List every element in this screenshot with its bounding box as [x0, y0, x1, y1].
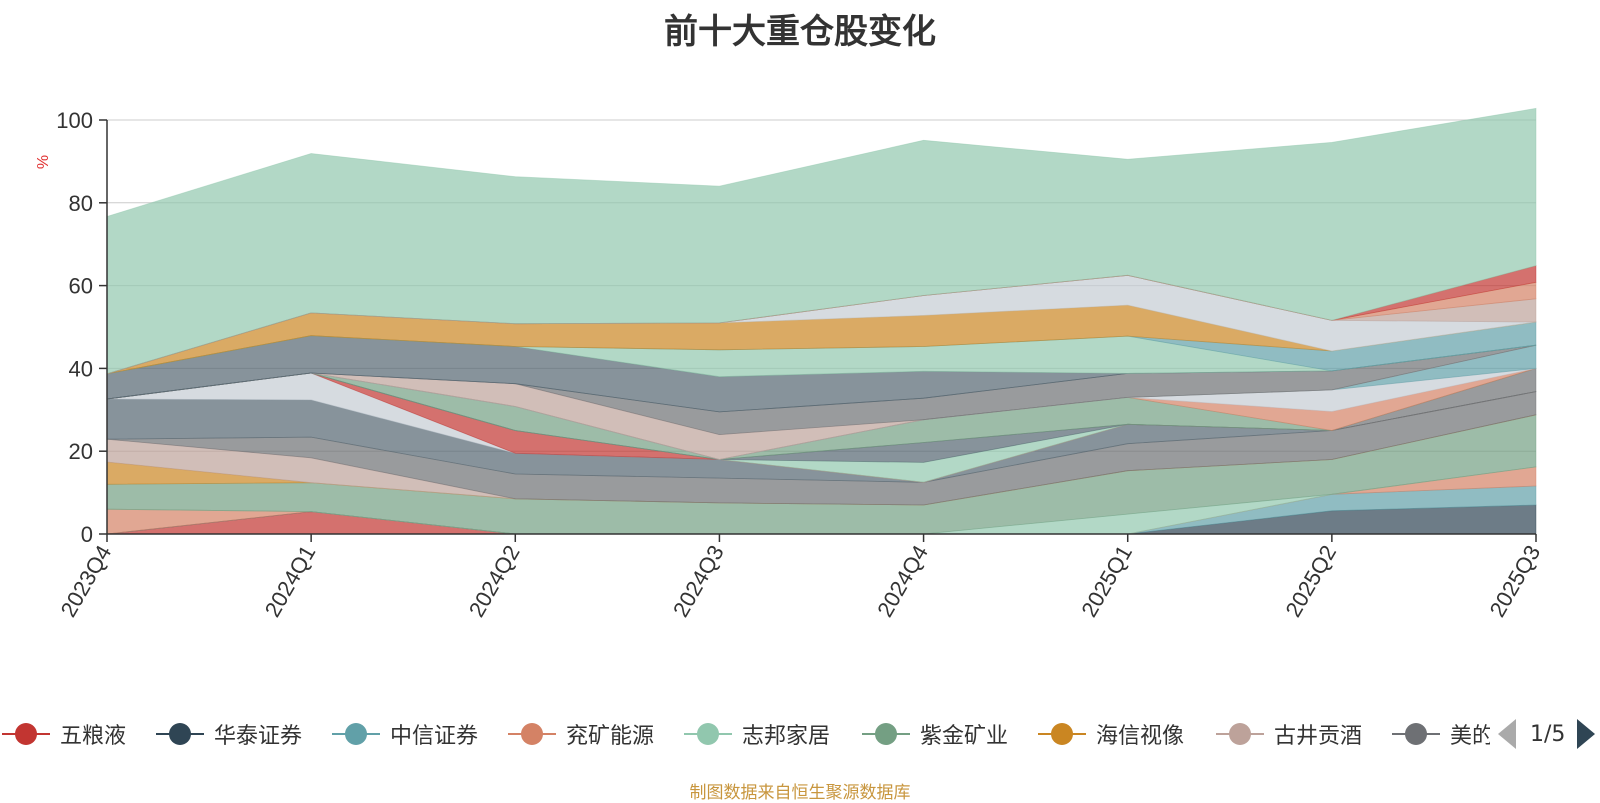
legend-page-indicator: 1/5 — [1530, 721, 1566, 747]
legend-label: 紫金矿业 — [920, 724, 1009, 749]
legend-label: 志邦家居 — [742, 724, 831, 749]
legend-prev-page-button[interactable] — [1498, 719, 1516, 749]
y-tick-label: 100 — [56, 108, 93, 133]
y-tick-label: 20 — [69, 439, 93, 464]
x-tick-label: 2024Q2 — [464, 541, 525, 621]
x-tick-label: 2024Q1 — [260, 541, 321, 621]
legend-label: 古井贡酒 — [1274, 724, 1363, 749]
y-tick-label: 0 — [81, 522, 93, 547]
y-axis-label: % — [35, 155, 52, 169]
x-tick-label: 2025Q2 — [1280, 541, 1341, 621]
legend-item[interactable]: 五粮液 — [0, 712, 126, 756]
legend-item[interactable]: 古井贡酒 — [1214, 712, 1362, 756]
x-tick-label: 2024Q4 — [872, 541, 933, 621]
x-tick-label: 2025Q1 — [1076, 541, 1137, 621]
legend-item[interactable]: 中信证券 — [330, 712, 478, 756]
data-source-note: 制图数据来自恒生聚源数据库 — [689, 783, 911, 803]
x-tick-label: 2025Q3 — [1485, 541, 1546, 621]
legend-marker-icon — [1392, 723, 1440, 745]
legend-item[interactable]: 华泰证券 — [154, 712, 302, 756]
legend-label: 五粮液 — [60, 724, 127, 749]
legend-label: 海信视像 — [1096, 724, 1185, 749]
x-axis-ticks: 2023Q4 2024Q1 2024Q2 2024Q3 2024Q4 2025Q1 2025… — [56, 534, 1546, 621]
legend-label: 美的集团 — [1450, 724, 1490, 749]
legend-item[interactable]: 紫金矿业 — [860, 712, 1008, 756]
legend-marker-icon — [1038, 723, 1086, 745]
series-areas — [106, 107, 1537, 535]
y-tick-label: 60 — [69, 274, 93, 299]
series-area[interactable] — [106, 107, 1537, 375]
legend-label: 兖矿能源 — [566, 724, 655, 749]
legend-marker-icon — [862, 723, 910, 745]
legend-item[interactable]: 志邦家居 — [682, 712, 830, 756]
y-axis-ticks: 0 20 40 60 80 100 — [56, 108, 107, 547]
legend-marker-icon — [332, 723, 380, 745]
legend-next-page-button[interactable] — [1577, 719, 1596, 749]
legend-marker-icon — [508, 723, 556, 745]
x-tick-label: 2023Q4 — [56, 541, 117, 621]
legend-marker-icon — [684, 723, 732, 745]
legend-marker-icon — [1216, 723, 1264, 745]
legend-item[interactable]: 兖矿能源 — [506, 712, 654, 756]
legend-item[interactable]: 美的集团 — [1390, 712, 1490, 756]
axes — [106, 120, 1536, 535]
chart-title: 前十大重仓股变化 — [664, 12, 936, 52]
legend-marker-icon — [2, 723, 50, 745]
legend-pager: 1/5 — [1498, 716, 1596, 752]
x-tick-label: 2024Q3 — [668, 541, 729, 621]
legend-label: 中信证券 — [390, 724, 479, 749]
y-tick-label: 80 — [69, 191, 93, 216]
legend-label: 华泰证券 — [214, 724, 303, 749]
y-tick-label: 40 — [69, 356, 93, 381]
legend: 五粮液 华泰证券 中信证券 兖矿能源 志邦家居 紫金矿业 海信视像 古井贡酒 美的集团 — [0, 712, 1490, 756]
legend-item[interactable]: 海信视像 — [1036, 712, 1184, 756]
legend-marker-icon — [156, 723, 204, 745]
